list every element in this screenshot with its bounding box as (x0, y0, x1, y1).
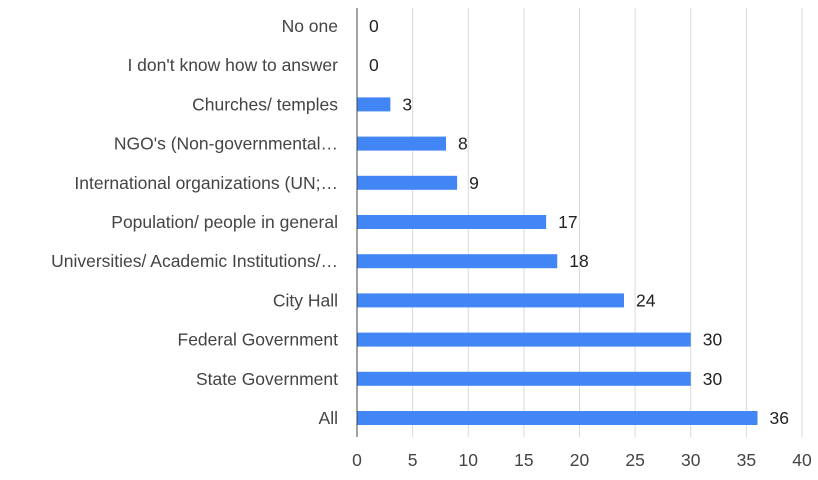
x-tick-label: 30 (681, 450, 701, 470)
data-label: 30 (703, 369, 723, 389)
x-axis-ticks: 0 5 10 15 20 25 30 35 40 (352, 450, 812, 470)
category-label: State Government (196, 369, 338, 389)
x-tick-label: 0 (352, 450, 362, 470)
bar (357, 332, 691, 347)
category-label: International organizations (UN;… (74, 173, 338, 193)
x-tick-label: 40 (792, 450, 812, 470)
bar (357, 254, 558, 269)
bar (357, 175, 458, 190)
data-label: 30 (703, 330, 723, 350)
bars (357, 97, 758, 425)
x-tick-label: 35 (737, 450, 756, 470)
data-label: 0 (369, 16, 379, 36)
x-tick-label: 5 (408, 450, 418, 470)
data-label: 17 (558, 212, 577, 232)
bar (357, 293, 624, 308)
category-label: NGO's (Non-governmental… (114, 134, 338, 154)
category-labels: No one I don't know how to answer Churches… (51, 16, 338, 428)
bar (357, 215, 547, 229)
x-tick-label: 20 (570, 450, 590, 470)
category-label: Federal Government (178, 330, 339, 350)
category-label: City Hall (273, 290, 338, 310)
data-label: 36 (770, 408, 789, 428)
bar (357, 371, 691, 386)
category-label: Churches/ temples (192, 94, 338, 114)
data-label: 9 (469, 173, 479, 193)
data-labels: 0 0 3 89 17 18 24 30 30 36 (369, 16, 789, 428)
data-label: 8 (458, 134, 468, 154)
data-label: 24 (636, 290, 656, 310)
category-label: Population/ people in general (111, 212, 338, 232)
data-label: 0 (369, 55, 379, 75)
category-label: No one (282, 16, 338, 36)
category-label: I don't know how to answer (127, 55, 338, 75)
data-label: 3 (402, 94, 412, 114)
x-tick-label: 25 (625, 450, 644, 470)
category-label: Universities/ Academic Institutions/… (51, 251, 338, 271)
bar (357, 97, 391, 112)
x-tick-label: 15 (514, 450, 533, 470)
bar (357, 136, 446, 151)
category-label: All (319, 408, 338, 428)
x-tick-label: 10 (459, 450, 479, 470)
data-label: 18 (569, 251, 588, 271)
bar (357, 411, 758, 425)
